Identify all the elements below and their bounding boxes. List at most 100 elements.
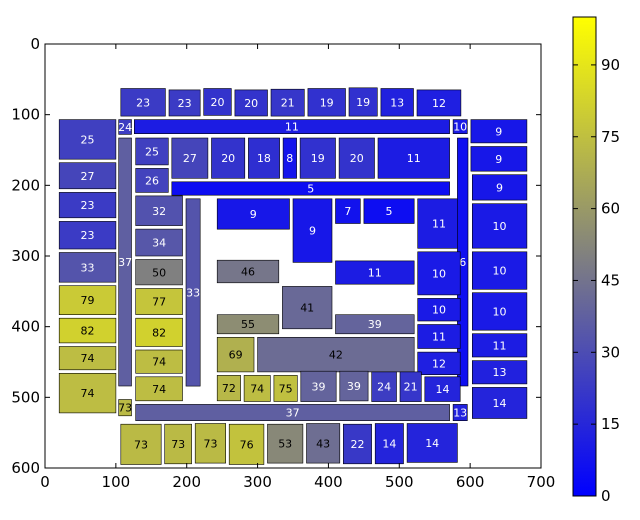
heatmap-cell-label: 77 (152, 296, 166, 309)
heatmap-cell-label: 21 (281, 97, 295, 110)
y-tick-label: 100 (11, 106, 40, 124)
heatmap-cell: 24 (371, 371, 397, 402)
heatmap-cell-rect (135, 376, 183, 402)
heatmap-cell: 24 (118, 119, 132, 135)
heatmap-cell-label: 12 (432, 357, 446, 370)
heatmap-cell: 20 (203, 88, 232, 116)
heatmap-cell-rect (282, 137, 297, 179)
heatmap-cell-rect (335, 198, 361, 224)
heatmap-cell-rect (339, 370, 369, 402)
heatmap-cell: 73 (194, 423, 226, 464)
colorbar-tick-label: 45 (601, 271, 620, 289)
heatmap-cell-label: 24 (118, 121, 132, 134)
heatmap-cell: 79 (58, 285, 117, 316)
x-axis-tick-labels: 0 100 200 300 400 500 600 700 (40, 473, 555, 491)
heatmap-cell-label: 33 (186, 286, 200, 299)
heatmap-cell-label: 76 (240, 438, 254, 451)
heatmap-cell: 46 (216, 259, 280, 284)
heatmap-cell-label: 32 (152, 205, 166, 218)
heatmap-cell-rect (118, 119, 132, 135)
heatmap-cell-label: 72 (222, 382, 236, 395)
heatmap-cell-label: 13 (493, 366, 507, 379)
x-tick-label: 200 (172, 473, 201, 491)
heatmap-cell-label: 5 (386, 205, 393, 218)
heatmap-cell: 9 (471, 174, 528, 201)
heatmap-cell-label: 13 (390, 96, 404, 109)
heatmap-cell-rect (416, 89, 462, 117)
heatmap-cell-label: 37 (286, 407, 300, 420)
heatmap-cell-rect (171, 181, 450, 196)
heatmap-cell-label: 10 (493, 306, 507, 319)
heatmap-cell-rect (168, 89, 201, 117)
heatmap-cell-rect (216, 336, 255, 373)
heatmap-cell: 18 (248, 137, 280, 179)
heatmap-cell-label: 18 (257, 152, 271, 165)
heatmap-cell-rect (371, 371, 397, 402)
heatmap-cell-label: 27 (81, 170, 95, 183)
x-tick-label: 400 (314, 473, 343, 491)
heatmap-cell-label: 6 (459, 256, 466, 269)
heatmap-cell-rect (471, 292, 528, 331)
heatmap-cell-label: 26 (145, 174, 159, 187)
heatmap-cell: 37 (118, 137, 132, 387)
heatmap-cell: 10 (417, 298, 461, 322)
heatmap-cell-rect (307, 88, 346, 117)
heatmap-cell-rect (471, 174, 528, 201)
heatmap-cell-label: 7 (344, 205, 351, 218)
heatmap-cell-rect (471, 387, 528, 419)
heatmap-cell-label: 12 (432, 97, 446, 110)
heatmap-cell: 13 (380, 88, 414, 117)
heatmap-cell-label: 74 (152, 356, 166, 369)
heatmap-cell-label: 39 (312, 380, 326, 393)
heatmap-cell: 27 (58, 162, 117, 190)
heatmap-cell-rect (135, 288, 183, 315)
heatmap-cell-label: 23 (81, 199, 95, 212)
heatmap-cell: 23 (168, 89, 201, 117)
heatmap-cell-rect (417, 324, 461, 349)
heatmap-cell-label: 50 (152, 266, 166, 279)
heatmap-cell: 73 (164, 423, 192, 465)
heatmap-cell-rect (243, 375, 271, 402)
heatmap-cell-rect (58, 252, 117, 283)
y-tick-label: 600 (11, 459, 40, 477)
heatmap-cell-label: 73 (118, 402, 132, 415)
heatmap-cell: 25 (58, 119, 117, 160)
heatmap-cell: 33 (185, 198, 201, 387)
heatmap-cell: 10 (452, 119, 468, 134)
heatmap-cell-rect (58, 285, 117, 316)
heatmap-cell-rect (282, 286, 333, 330)
y-tick-label: 400 (11, 318, 40, 336)
heatmap-cell-rect (470, 119, 528, 144)
heatmap-cell-label: 11 (432, 331, 446, 344)
heatmap-cell-label: 11 (432, 218, 446, 231)
colorbar-tick-label: 90 (601, 56, 620, 74)
heatmap-cell-label: 39 (368, 318, 382, 331)
heatmap-cell-label: 10 (432, 304, 446, 317)
heatmap-cell-label: 9 (495, 125, 502, 138)
heatmap-cell: 13 (452, 404, 468, 421)
heatmap-cell-rect (417, 251, 461, 296)
colorbar-tick-label: 60 (601, 200, 620, 218)
heatmap-cell-rect (58, 221, 117, 250)
heatmap-cell-label: 20 (350, 152, 364, 165)
heatmap-cell-rect (234, 89, 268, 117)
heatmap-cell-rect (203, 88, 232, 116)
heatmap-cell-rect (471, 251, 528, 290)
heatmap-cell: 77 (135, 288, 183, 315)
heatmap-cell-rect (471, 333, 528, 358)
heatmap-cell: 76 (228, 423, 265, 465)
heatmap-cell-rect (338, 137, 375, 179)
heatmap-cell: 20 (211, 137, 246, 179)
heatmap-cell: 11 (471, 333, 528, 358)
heatmap-cell-rect (471, 360, 528, 385)
heatmap-cell-rect (194, 423, 226, 464)
heatmap-cell-rect (211, 137, 246, 179)
heatmap-cell-label: 10 (432, 267, 446, 280)
heatmap-cell: 23 (120, 88, 166, 117)
heatmap-cell: 12 (416, 89, 462, 117)
heatmap-cell: 74 (58, 372, 117, 414)
heatmap-cell-label: 11 (368, 267, 382, 280)
heatmap-cell-rect (306, 423, 341, 464)
y-axis-tick-labels: 0 100 200 300 400 500 600 (11, 35, 40, 477)
heatmap-cell-rect (363, 198, 415, 224)
